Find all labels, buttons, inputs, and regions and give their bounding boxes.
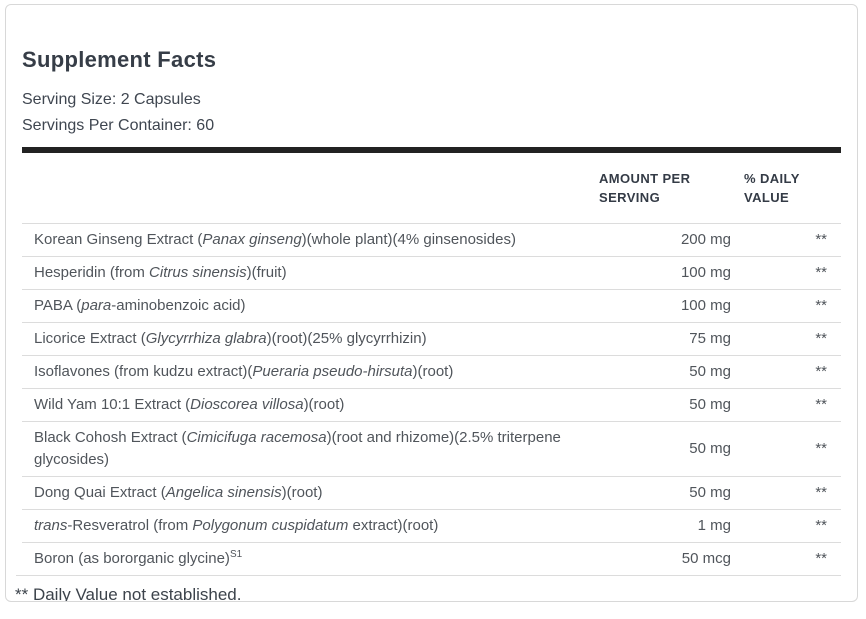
daily-value-cell: **: [731, 421, 841, 477]
ingredient-name: Black Cohosh Extract (Cimicifuga racemos…: [22, 421, 598, 477]
table-row: Isoflavones (from kudzu extract)(Puerari…: [22, 355, 841, 389]
facts-table: AMOUNT PER SERVING % DAILY VALUE Korean …: [22, 153, 841, 575]
ingredient-name: Hesperidin (from Citrus sinensis)(fruit): [22, 256, 598, 290]
amount-per-serving-cell: 50 mcg: [681, 549, 731, 567]
footnote-divider: [16, 574, 841, 576]
ingredient-rows: Korean Ginseng Extract (Panax ginseng)(w…: [22, 223, 841, 575]
ingredient-name: PABA (para-aminobenzoic acid): [22, 289, 598, 323]
column-header-daily-value: % DAILY VALUE: [731, 153, 841, 224]
table-row: Wild Yam 10:1 Extract (Dioscorea villosa…: [22, 388, 841, 422]
table-row: PABA (para-aminobenzoic acid) 100 mg **: [22, 289, 841, 323]
amount-per-serving-cell: 50 mg: [598, 355, 731, 389]
footnote: ** Daily Value not established.: [15, 584, 242, 602]
servings-per-container: Servings Per Container: 60: [22, 117, 215, 134]
daily-value-cell: **: [731, 388, 841, 422]
table-row: trans-Resveratrol (from Polygonum cuspid…: [22, 509, 841, 543]
ingredient-name: Wild Yam 10:1 Extract (Dioscorea villosa…: [22, 388, 598, 422]
serving-size: Serving Size: 2 Capsules: [22, 91, 201, 108]
panel-title: Supplement Facts: [22, 47, 217, 72]
table-row: Korean Ginseng Extract (Panax ginseng)(w…: [22, 223, 841, 257]
table-row: Hesperidin (from Citrus sinensis)(fruit)…: [22, 256, 841, 290]
column-header-amount-per-serving: AMOUNT PER SERVING: [598, 153, 731, 224]
column-header-ingredient: [22, 153, 598, 224]
daily-value-cell: **: [731, 509, 841, 543]
amount-per-serving-cell: 50 mg: [598, 476, 731, 510]
amount-per-serving-cell: 100 mg: [598, 289, 731, 323]
amount-per-serving-cell: 1 mg: [598, 509, 731, 543]
amount-per-serving-cell: 100 mg: [598, 256, 731, 290]
table-row: Dong Quai Extract (Angelica sinensis)(ro…: [22, 476, 841, 510]
ingredient-name: Isoflavones (from kudzu extract)(Puerari…: [22, 355, 598, 389]
table-header-row: AMOUNT PER SERVING % DAILY VALUE: [22, 153, 841, 224]
amount-per-serving-cell: 50 mg: [598, 421, 731, 477]
daily-value-cell: **: [815, 549, 827, 567]
ingredient-name: trans-Resveratrol (from Polygonum cuspid…: [22, 509, 598, 543]
table-row: Boron (as bororganic glycine)S1 50 mcg **: [22, 542, 841, 575]
serving-info: Serving Size: 2 Capsules Servings Per Co…: [22, 87, 841, 139]
daily-value-cell: **: [731, 223, 841, 257]
daily-value-cell: **: [731, 322, 841, 356]
ingredient-name: Licorice Extract (Glycyrrhiza glabra)(ro…: [22, 322, 598, 356]
daily-value-cell: **: [731, 476, 841, 510]
supplement-facts-panel: Supplement Facts Serving Size: 2 Capsule…: [5, 4, 858, 602]
ingredient-name: Dong Quai Extract (Angelica sinensis)(ro…: [22, 476, 598, 510]
amount-per-serving-cell: 75 mg: [598, 322, 731, 356]
ingredient-name: Boron (as bororganic glycine)S1: [34, 548, 243, 567]
heavy-divider: [22, 147, 841, 153]
table-row: Black Cohosh Extract (Cimicifuga racemos…: [22, 421, 841, 477]
amount-per-serving-cell: 50 mg: [598, 388, 731, 422]
ingredient-name: Korean Ginseng Extract (Panax ginseng)(w…: [22, 223, 598, 257]
table-row: Licorice Extract (Glycyrrhiza glabra)(ro…: [22, 322, 841, 356]
daily-value-cell: **: [731, 355, 841, 389]
amount-per-serving-cell: 200 mg: [598, 223, 731, 257]
daily-value-cell: **: [731, 289, 841, 323]
daily-value-cell: **: [731, 256, 841, 290]
